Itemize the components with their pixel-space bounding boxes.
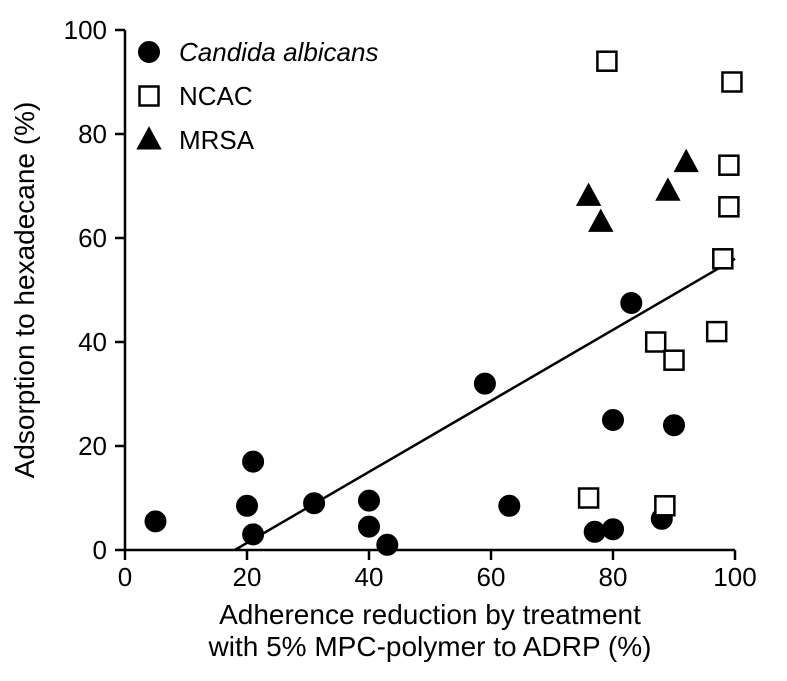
x-tick-label: 60 [477, 562, 506, 592]
data-point [665, 351, 684, 370]
x-tick-label: 80 [599, 562, 628, 592]
data-point [499, 496, 519, 516]
data-point [585, 522, 605, 542]
y-tick-label: 0 [93, 535, 107, 565]
data-point [377, 535, 397, 555]
x-tick-label: 40 [355, 562, 384, 592]
x-tick-label: 0 [118, 562, 132, 592]
data-point [359, 517, 379, 537]
data-point [237, 496, 257, 516]
y-tick-label: 20 [78, 431, 107, 461]
x-axis-label-1: Adherence reduction by treatment [219, 599, 641, 630]
data-point [603, 519, 623, 539]
x-axis-label-2: with 5% MPC-polymer to ADRP (%) [208, 631, 652, 662]
data-point [719, 156, 738, 175]
x-tick-label: 20 [233, 562, 262, 592]
data-point [359, 491, 379, 511]
legend-label: Candida albicans [179, 37, 378, 67]
data-point [139, 42, 159, 62]
data-point [719, 197, 738, 216]
data-point [140, 87, 159, 106]
y-tick-label: 60 [78, 223, 107, 253]
x-tick-label: 100 [713, 562, 756, 592]
y-tick-label: 40 [78, 327, 107, 357]
data-point [597, 52, 616, 71]
data-point [579, 489, 598, 508]
data-point [603, 410, 623, 430]
legend-label: NCAC [179, 81, 253, 111]
data-point [722, 73, 741, 92]
data-point [713, 249, 732, 268]
data-point [621, 293, 641, 313]
data-point [243, 524, 263, 544]
data-point [243, 452, 263, 472]
chart-svg: 0 20 40 60 80 100 0 20 40 60 80 100 Adsorption to he… [0, 0, 787, 681]
y-tick-label: 100 [64, 15, 107, 45]
data-point [646, 333, 665, 352]
data-point [655, 496, 674, 515]
data-point [475, 374, 495, 394]
data-point [304, 493, 324, 513]
scatter-chart: 0 20 40 60 80 100 0 20 40 60 80 100 Adsorption to he… [0, 0, 787, 681]
legend-label: MRSA [179, 125, 255, 155]
data-point [146, 511, 166, 531]
data-point [664, 415, 684, 435]
y-axis-label: Adsorption to hexadecane (%) [9, 102, 40, 479]
data-point [707, 322, 726, 341]
y-tick-label: 80 [78, 119, 107, 149]
